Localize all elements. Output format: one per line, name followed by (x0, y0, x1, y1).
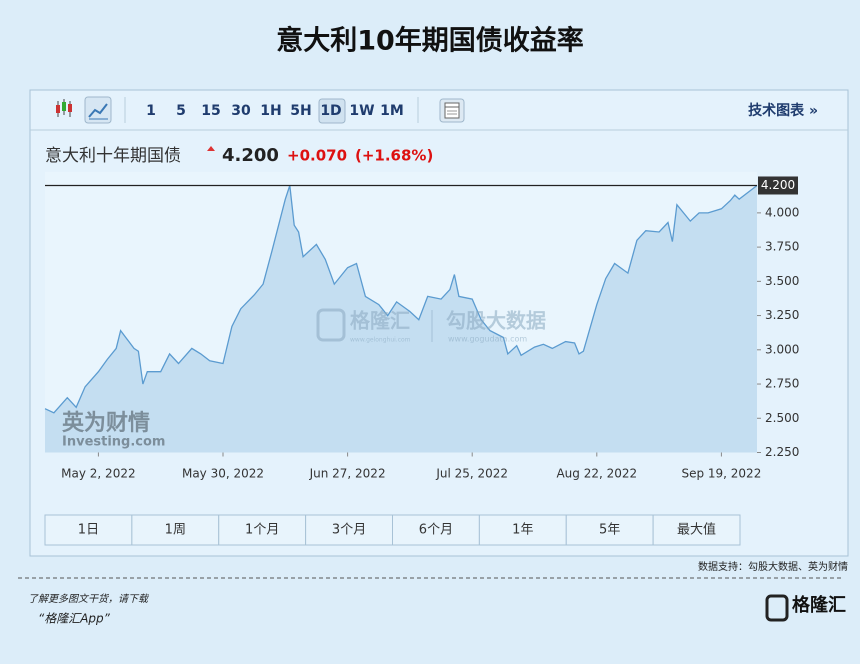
wm-logo (316, 308, 346, 342)
range-button[interactable]: 1日 (78, 523, 99, 538)
x-tick-label: May 2, 2022 (61, 467, 135, 481)
wm-data: 勾股大数据 (446, 309, 546, 333)
tech-chart-link[interactable]: 技术图表 » (748, 102, 818, 119)
x-tick-label: Jul 25, 2022 (435, 467, 508, 481)
interval-button[interactable]: 1D (320, 103, 341, 119)
wm-investing: Investing.com (62, 435, 165, 450)
range-button[interactable]: 最大值 (677, 522, 716, 538)
line-icon[interactable] (84, 96, 112, 124)
footer-logo-mark (765, 594, 789, 622)
wm-investing-cn: 英为财情 (62, 410, 150, 436)
area-fill (45, 185, 757, 453)
y-tick-label: 2.750 (765, 377, 799, 391)
interval-button[interactable]: 15 (201, 103, 220, 119)
watermark: 格隆汇 www.gelonghui.com 勾股大数据 www.gogudata… (316, 308, 546, 344)
interval-button[interactable]: 1M (380, 103, 404, 119)
y-tick-label: 2.250 (765, 445, 799, 459)
source: 数据支持：勾股大数据、英为财情 (698, 560, 848, 573)
plot: 2.250 2.500 2.750 3.000 3.250 3.500 3.750 4.000… (44, 171, 799, 481)
wm-brand: 格隆汇 (350, 309, 410, 333)
y-tick-label: 3.750 (765, 240, 799, 254)
x-tick-label: Sep 19, 2022 (681, 467, 761, 481)
range-button-bg[interactable] (305, 514, 393, 546)
quote-change-pct: (+1.68%) (355, 147, 433, 165)
interval-active-bg (318, 98, 346, 124)
footer-line1: 了解更多图文干货，请下载 (28, 593, 150, 605)
range-button-bg[interactable] (218, 514, 307, 546)
interval-button[interactable]: 30 (231, 103, 251, 119)
range-bar: 1日 1周 1个月 3个月 6个月 1年 5年 最大值 (44, 514, 741, 546)
up-arrow (207, 146, 215, 151)
y-tick-label: 3.000 (765, 342, 799, 356)
wm-brand-url: www.gelonghui.com (350, 337, 411, 344)
interval-button[interactable]: 5 (176, 103, 186, 119)
interval-button[interactable]: 1H (260, 103, 281, 119)
x-tick-label: Jun 27, 2022 (309, 467, 386, 481)
range-button[interactable]: 1周 (165, 523, 186, 538)
quote-change: +0.070 (287, 147, 347, 165)
range-button[interactable]: 5年 (599, 523, 620, 538)
candle-icon[interactable] (56, 99, 72, 117)
range-button-bg[interactable] (44, 514, 133, 546)
interval-button[interactable]: 1W (349, 103, 374, 119)
y-tick-label: 3.250 (765, 308, 799, 322)
x-tick-label: Aug 22, 2022 (556, 467, 637, 481)
table-icon[interactable] (439, 98, 465, 123)
range-button-bg[interactable] (652, 514, 741, 546)
price-tag (758, 176, 798, 195)
y-tick-label: 2.500 (765, 411, 799, 425)
footer-logo: 格隆汇 (792, 594, 846, 616)
area-line (44, 184, 758, 414)
range-button[interactable]: 1年 (512, 523, 533, 538)
footer-line2: “格隆汇App” (38, 612, 111, 626)
interval-button[interactable]: 5H (290, 103, 311, 119)
range-button-bg[interactable] (565, 514, 654, 546)
y-tick-label: 4.000 (765, 205, 799, 219)
interval-button[interactable]: 1 (146, 103, 156, 119)
range-button[interactable]: 6个月 (419, 523, 453, 538)
quote-price: 4.200 (222, 145, 279, 166)
price-tag-label: 4.200 (761, 178, 795, 192)
page-title: 意大利10年期国债收益率 (276, 25, 584, 57)
range-button[interactable]: 3个月 (332, 523, 366, 538)
range-button-bg[interactable] (392, 514, 480, 546)
y-tick-label: 3.500 (765, 274, 799, 288)
range-button[interactable]: 1个月 (245, 523, 279, 538)
x-tick-label: May 30, 2022 (182, 467, 264, 481)
wm-data-url: www.gogudata.com (448, 335, 527, 344)
quote-name: 意大利十年期国债 (45, 146, 181, 166)
range-button-bg[interactable] (478, 514, 567, 546)
